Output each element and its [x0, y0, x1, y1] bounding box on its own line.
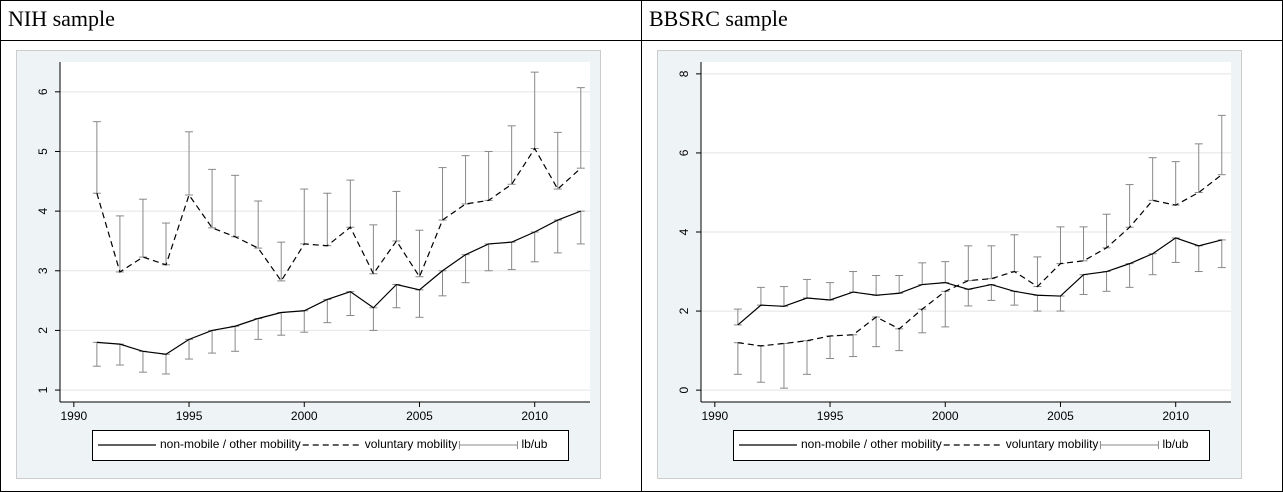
x-tick-label: 2010 [521, 409, 548, 423]
x-tick-label: 1995 [817, 409, 844, 423]
x-tick-label: 2010 [1162, 409, 1189, 423]
legend-label: lb/ub [521, 437, 547, 451]
series-line [96, 147, 582, 282]
legend-label: lb/ub [1162, 437, 1188, 451]
x-tick-label: 2005 [1047, 409, 1074, 423]
error-bar [185, 131, 194, 196]
y-tick-label: 6 [36, 88, 50, 95]
y-tick-label: 6 [677, 149, 691, 156]
y-tick-label: 3 [36, 267, 50, 274]
error-bar [277, 241, 286, 282]
x-tick-label: 2000 [291, 409, 318, 423]
y-tick-label: 4 [36, 207, 50, 214]
error-bar [576, 87, 585, 169]
error-bar [392, 190, 401, 242]
legend-label: non-mobile / other mobility [160, 437, 301, 451]
y-tick-label: 2 [36, 327, 50, 334]
plot-area [60, 62, 590, 402]
error-bar [507, 125, 516, 185]
y-tick-label: 4 [677, 228, 691, 235]
error-bar [553, 131, 562, 190]
legend-label: non-mobile / other mobility [801, 437, 942, 451]
error-bar [1194, 143, 1203, 193]
error-bar [369, 224, 378, 275]
x-tick-label: 1990 [701, 409, 728, 423]
panel-title: NIH sample [8, 6, 115, 31]
error-bar [438, 167, 447, 221]
error-bar [415, 229, 424, 278]
legend-label: voluntary mobility [365, 437, 458, 451]
y-tick-label: 1 [36, 386, 50, 393]
x-tick-label: 1990 [60, 409, 87, 423]
series-line [737, 237, 1222, 326]
error-bar [208, 168, 217, 229]
error-bar [964, 245, 973, 282]
series-line [737, 174, 1223, 347]
error-bar [987, 245, 996, 280]
y-tick-label: 2 [677, 307, 691, 314]
error-bar [1217, 114, 1226, 176]
legend-label: voluntary mobility [1006, 437, 1099, 451]
series-line [96, 210, 581, 355]
panel-title: BBSRC sample [649, 6, 788, 31]
error-bar [254, 200, 263, 249]
x-tick-label: 2000 [932, 409, 959, 423]
error-bar [138, 198, 147, 258]
x-tick-label: 2005 [406, 409, 433, 423]
x-tick-label: 1995 [176, 409, 203, 423]
y-tick-label: 0 [677, 386, 691, 393]
y-tick-label: 5 [36, 148, 50, 155]
y-tick-label: 8 [677, 70, 691, 77]
